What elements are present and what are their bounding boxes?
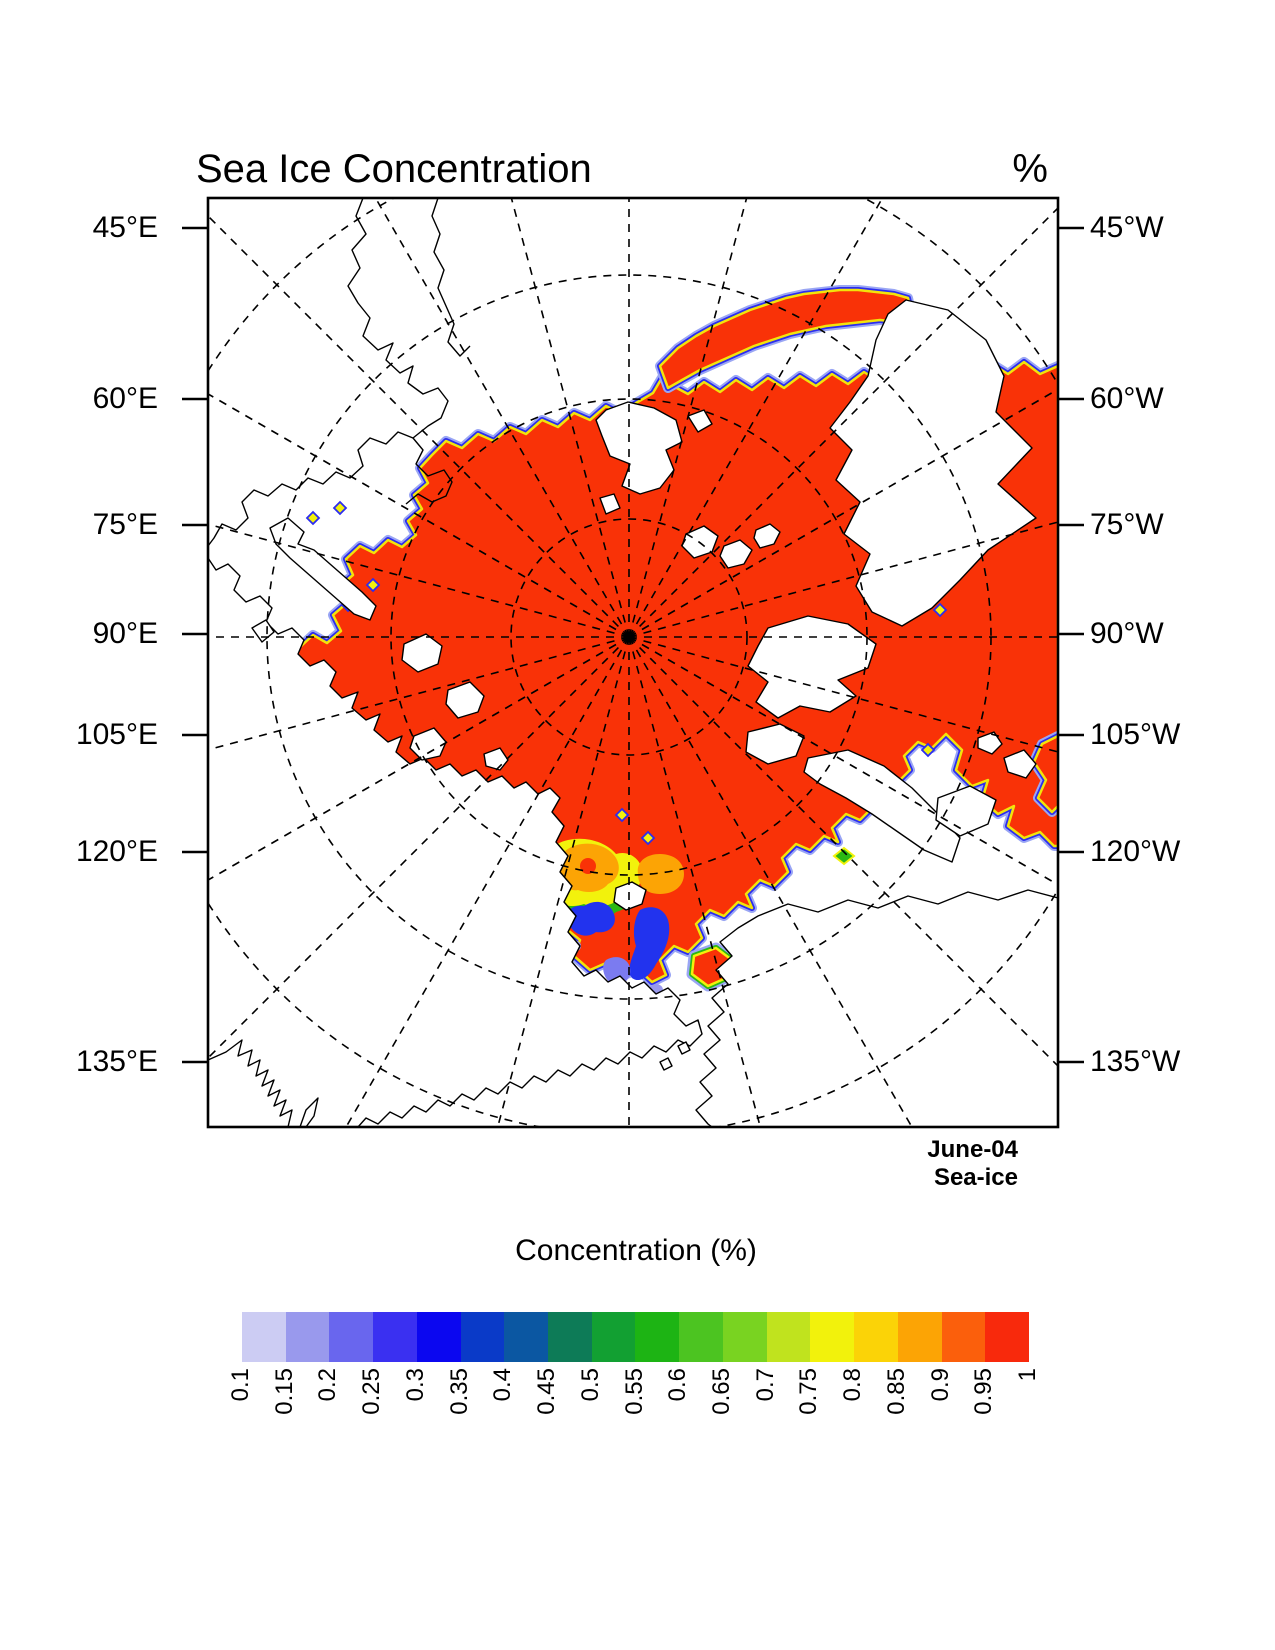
coast-kamchatka-spit (299, 1097, 319, 1127)
colorbar-tick-label: 0.75 (795, 1368, 823, 1415)
islands-severnaya-3 (409, 727, 447, 761)
colorbar-box (591, 1312, 636, 1362)
left-axis-label: 45°E (92, 211, 158, 244)
colorbar-title: Concentration (%) (515, 1234, 757, 1267)
colorbar-tick-label: 0.95 (970, 1368, 998, 1415)
islands-severnaya-1 (401, 633, 443, 673)
ice-speck (332, 500, 348, 516)
island-bering-2 (659, 1057, 673, 1071)
island-banks (1003, 749, 1037, 779)
colorbar-tick-label: 0.1 (227, 1368, 254, 1402)
island-svalbard-s (599, 493, 621, 515)
colorbar-tick-label: 0.7 (751, 1368, 779, 1402)
plot-annotation: June-04 Sea-ice (760, 1136, 1018, 1192)
islands-franz-josef-2 (719, 539, 753, 569)
islands-franz-josef-3 (753, 523, 781, 549)
colorbar-box (242, 1312, 286, 1362)
colorbar-box (766, 1312, 811, 1362)
colorbar-tick-label: 0.3 (401, 1368, 429, 1402)
right-axis-label: 60°W (1090, 382, 1164, 415)
ice-speck (640, 830, 656, 846)
colorbar-box (373, 1312, 417, 1362)
colorbar-box (985, 1312, 1029, 1362)
left-axis-label: 105°E (75, 718, 158, 751)
island-greenland (829, 299, 1037, 627)
colorbar-tick-label: 0.4 (489, 1368, 517, 1402)
islands-severnaya-4 (483, 747, 509, 771)
colorbar-tick-label: 0.15 (270, 1368, 298, 1415)
colorbar-box (504, 1312, 549, 1362)
island-novaya-zemlya (269, 517, 377, 621)
coast-white-sea (405, 437, 453, 505)
island-devon (745, 723, 805, 765)
colorbar-box (329, 1312, 374, 1362)
right-axis-label: 75°W (1090, 508, 1164, 541)
colorbar-box (897, 1312, 942, 1362)
units-label: % (1012, 147, 1048, 191)
ice-speck (932, 602, 948, 618)
colorbar-box (416, 1312, 461, 1362)
coast-norway (208, 198, 449, 547)
colorbar-tick-label: 1 (1014, 1368, 1041, 1382)
left-axis-label: 90°E (92, 617, 158, 650)
colorbar-tick-label: 0.6 (664, 1368, 692, 1402)
right-axis-label: 90°W (1090, 617, 1164, 650)
colorbar-tick-label: 0.65 (707, 1368, 735, 1415)
colorbar-tick-label: 0.5 (576, 1368, 604, 1402)
right-axis-label: 105°W (1090, 718, 1181, 751)
colorbar-box (548, 1312, 592, 1362)
colorbar-box (722, 1312, 767, 1362)
coastlines (208, 198, 1058, 1127)
colorbar (242, 1312, 1029, 1362)
colorbar-tick-label: 0.25 (358, 1368, 386, 1415)
ice-speck (305, 510, 321, 526)
ice-speck (920, 742, 936, 758)
islands-severnaya-2 (445, 681, 485, 719)
coast-bothnia (431, 198, 471, 357)
colorbar-box (854, 1312, 898, 1362)
map-frame (206, 196, 1060, 1129)
ice-speck (365, 577, 381, 593)
colorbar-tick-label: 0.85 (882, 1368, 910, 1415)
coast-siberia (208, 557, 703, 1127)
island-bering-1 (677, 1041, 691, 1055)
colorbar-box (285, 1312, 330, 1362)
annotation-date: June-04 (927, 1136, 1018, 1163)
left-axis-label: 75°E (92, 508, 158, 541)
island-pw (977, 731, 1003, 755)
coast-kamchatka (208, 1039, 293, 1127)
island-svalbard (595, 401, 683, 495)
colorbar-tick-label: 0.45 (533, 1368, 561, 1415)
colorbar-box (810, 1312, 855, 1362)
graticule (208, 198, 1058, 1127)
island-baffin (803, 749, 961, 863)
right-axis-label: 45°W (1090, 211, 1164, 244)
colorbar-tick-label: 0.2 (314, 1368, 342, 1402)
arctic-map (182, 196, 1084, 1129)
island-wrangel (613, 881, 647, 911)
colorbar-tick-label: 0.35 (445, 1368, 473, 1415)
colorbar-box (635, 1312, 680, 1362)
colorbar-box (941, 1312, 986, 1362)
left-axis-label: 135°E (75, 1045, 158, 1078)
colorbar-tick-label: 0.8 (839, 1368, 867, 1402)
colorbar-tick-label: 0.55 (620, 1368, 648, 1415)
coast-canada-alaska (695, 889, 1058, 1127)
axis-ticks (182, 226, 1084, 1064)
page-title: Sea Ice Concentration (196, 147, 592, 191)
colorbar-box (460, 1312, 505, 1362)
island-svalbard-ne (687, 409, 713, 433)
ice-speck (614, 807, 630, 823)
annotation-field: Sea-ice (933, 1164, 1018, 1191)
colorbar-tick-label: 0.9 (926, 1368, 954, 1402)
left-axis-label: 120°E (75, 835, 158, 868)
left-axis-label: 60°E (92, 382, 158, 415)
colorbar-box (679, 1312, 723, 1362)
island-ellesmere (747, 615, 877, 719)
island-victoria (935, 785, 997, 837)
right-axis-label: 135°W (1090, 1045, 1181, 1078)
right-axis-label: 120°W (1090, 835, 1181, 868)
